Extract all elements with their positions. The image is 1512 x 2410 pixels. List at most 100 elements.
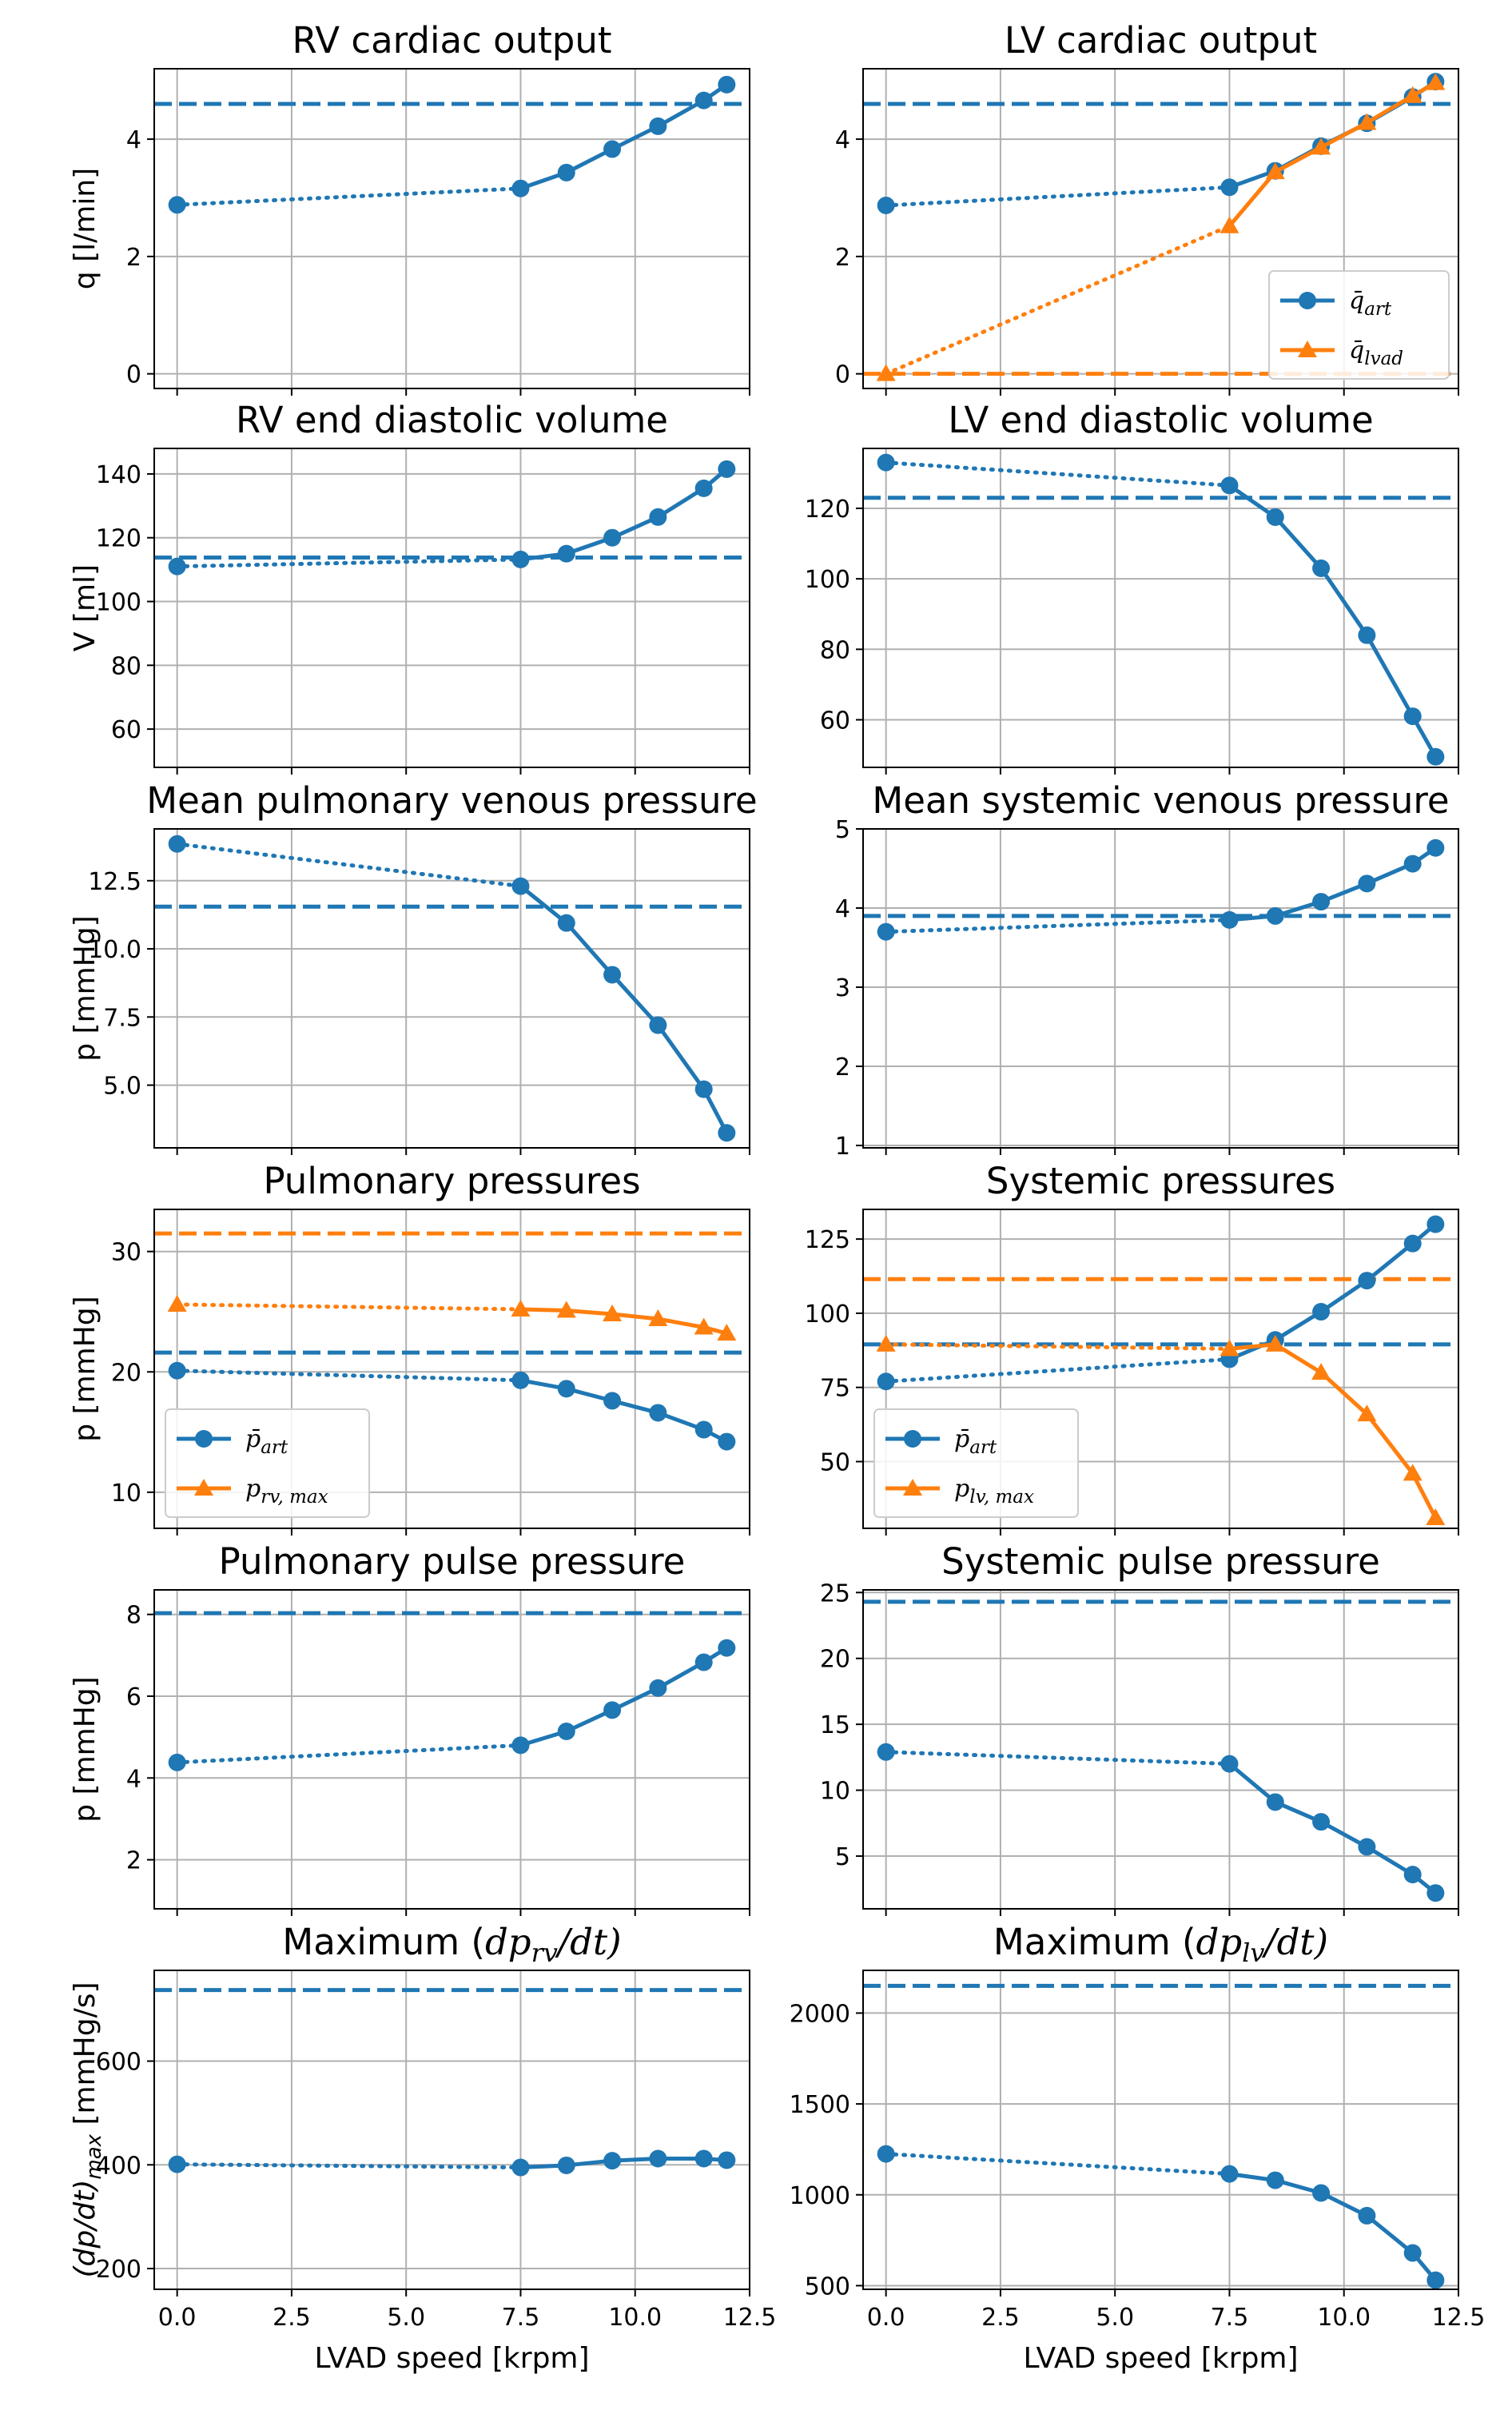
series-0-point	[168, 1753, 186, 1771]
title-part: Maximum (	[282, 1921, 485, 1963]
series-0-point	[1312, 1303, 1331, 1321]
series-0-point	[718, 1432, 736, 1451]
chart-title: RV end diastolic volume	[236, 399, 668, 441]
series-0-dotted-segment	[884, 2152, 1231, 2177]
y-label-subscript: max	[82, 2133, 106, 2179]
x-tick-label: 5.0	[1096, 2304, 1134, 2332]
series-1-point	[648, 1309, 668, 1327]
series-0-dotted-segment	[884, 1356, 1231, 1384]
series-0-point	[1426, 839, 1445, 857]
x-tick-label: 10.0	[608, 2304, 662, 2332]
series-0-point	[1426, 747, 1445, 766]
series-0-dotted-segment	[175, 186, 523, 207]
y-tick-label: 7.5	[103, 1004, 141, 1032]
chart-title: Maximum (dplv/dt)	[993, 1921, 1328, 1968]
y-tick-label: 4	[126, 126, 141, 154]
y-tick-label: 10	[111, 1480, 141, 1508]
y-tick-label: 5	[835, 1843, 850, 1871]
series-0-point	[718, 1124, 736, 1142]
axes-frame	[862, 828, 1459, 1149]
title-part: /dt)	[555, 1921, 622, 1963]
legend-label-main: q̄	[1349, 287, 1364, 315]
series-1-point	[1311, 137, 1331, 155]
y-tick-label: 75	[820, 1375, 850, 1403]
series-0-point	[557, 163, 575, 181]
series-1-point	[876, 1334, 896, 1352]
series-0-point	[557, 1722, 575, 1740]
y-tick-label: 5	[835, 816, 850, 844]
legend-label-subscript: art	[261, 1437, 288, 1458]
y-tick-label: 80	[111, 652, 141, 680]
axes-frame	[862, 1970, 1459, 2290]
x-tick-label: 2.5	[273, 2304, 311, 2332]
legend-label-main: p	[954, 1475, 969, 1503]
x-tick-label: 10.0	[1317, 2304, 1371, 2332]
title-part: /dt)	[1261, 1921, 1328, 1963]
series-0-point	[603, 1392, 622, 1410]
x-tick-label: 0.0	[158, 2304, 197, 2332]
chart-pv_pressure: 5.0 7.5 10.0 12.5 p [mmHg] Mean pulmonary ven…	[69, 779, 758, 1155]
series-0-point	[1266, 906, 1284, 925]
series-1-point	[1403, 86, 1422, 103]
y-tick-label: 1	[835, 1133, 850, 1161]
series-0-point	[603, 966, 622, 984]
series-1-dotted-segment	[884, 224, 1231, 376]
series-1-line	[1229, 1342, 1438, 1520]
series-1-point	[1220, 1339, 1239, 1356]
chart-rv_co: 0 2 4 q [l/min] RV cardiac output	[69, 19, 750, 396]
series-0-dotted-segment	[884, 185, 1231, 208]
series-1-point	[717, 1324, 737, 1341]
series-0-point	[603, 528, 622, 547]
chart-pulm_pulse: 2 4 6 8 p [mmHg] Pulmonary pulse pressure	[69, 1540, 750, 1916]
series-1-line	[520, 1307, 727, 1336]
series-1-point	[1357, 113, 1377, 130]
x-tick-label: 7.5	[1211, 2304, 1249, 2332]
series-1-point	[1403, 1464, 1422, 1481]
x-tick-label: 12.5	[723, 2304, 777, 2332]
chart-rv_edv: 60 80 100 120 140 V [ml] RV end diastolic volu…	[69, 399, 750, 775]
y-tick-label: 20	[111, 1359, 141, 1387]
y-axis-label: V [ml]	[69, 564, 101, 651]
series-0-point	[511, 1371, 530, 1389]
series-1-point	[876, 364, 896, 381]
y-tick-label: 100	[96, 589, 141, 617]
series-0-point	[694, 1080, 713, 1098]
chart-title: Pulmonary pulse pressure	[219, 1540, 686, 1583]
y-tick-label: 8	[126, 1602, 141, 1630]
chart-title: Mean pulmonary venous pressure	[146, 779, 757, 822]
y-label-part: [mmHg/s]	[69, 1982, 101, 2133]
series-0-point	[1403, 2244, 1422, 2262]
y-tick-label: 2	[835, 244, 850, 272]
series-1-point	[694, 1317, 714, 1335]
y-tick-label: 120	[805, 496, 850, 524]
series-0-point	[718, 2151, 736, 2169]
series-0-point	[1426, 1884, 1445, 1902]
series-0-point	[1358, 1272, 1376, 1290]
series-0-point	[1358, 1838, 1376, 1856]
y-axis-label: q [l/min]	[69, 168, 101, 289]
y-tick-label: 80	[820, 636, 850, 664]
y-tick-label: 400	[96, 2152, 141, 2180]
series-0-point	[1266, 2171, 1284, 2189]
y-tick-label: 10	[820, 1778, 850, 1806]
legend-marker	[1298, 341, 1317, 357]
series-1-point	[556, 1301, 576, 1318]
legend-label-subscript: art	[969, 1437, 997, 1458]
chart-title: Maximum (dprv/dt)	[282, 1921, 621, 1968]
series-0-dotted-segment	[884, 460, 1231, 488]
x-tick-label: 0.0	[867, 2304, 905, 2332]
title-part: dp	[1196, 1921, 1243, 1963]
series-0-point	[1312, 559, 1331, 577]
series-0-point	[557, 914, 575, 932]
series-0-point	[877, 453, 895, 472]
series-0-point	[1266, 508, 1284, 526]
legend-marker	[1299, 292, 1316, 309]
y-tick-label: 3	[835, 974, 850, 1002]
y-tick-label: 60	[111, 716, 141, 744]
series-1-point	[1426, 1508, 1446, 1526]
series-0-point	[694, 479, 713, 497]
series-1-point	[1220, 216, 1239, 233]
series-0-point	[603, 2152, 622, 2170]
